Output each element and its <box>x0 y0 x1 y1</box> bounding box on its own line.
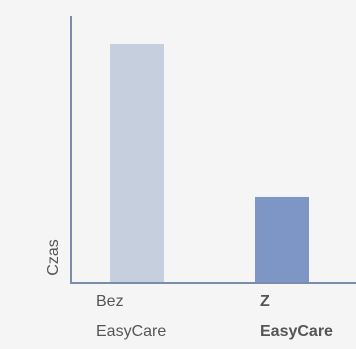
bar-2 <box>255 196 309 283</box>
labels-group: Czas Bez EasyCare Z EasyCare <box>45 239 333 340</box>
x-tick-label-1-line-1: Bez <box>96 293 124 310</box>
x-tick-label-1-line-2: EasyCare <box>96 323 166 340</box>
x-tick-label-2-line-2: EasyCare <box>260 323 333 340</box>
bars-group <box>110 44 309 283</box>
axes-group <box>70 16 356 284</box>
y-axis-label: Czas <box>45 239 62 275</box>
x-tick-label-2-line-1: Z <box>260 293 270 310</box>
bar-1 <box>110 44 164 283</box>
